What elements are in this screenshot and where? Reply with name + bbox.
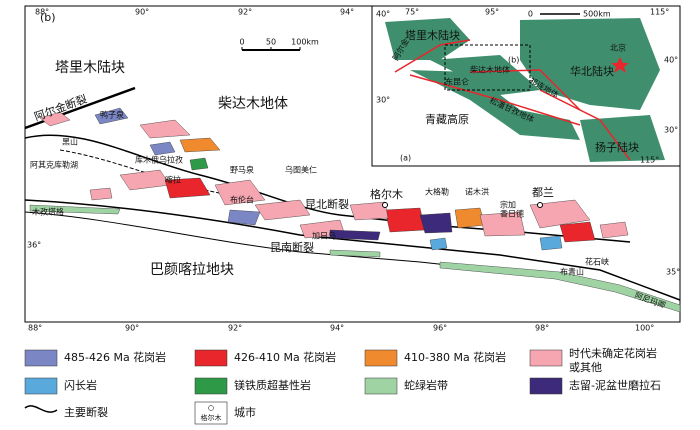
inset-scale: 500km bbox=[583, 10, 611, 19]
inset-scale: 0 bbox=[528, 10, 533, 19]
legend-label: 时代未确定花岗岩 bbox=[569, 346, 657, 360]
region-label: 塔里木陆块 bbox=[55, 60, 125, 76]
place-label: 阿其克库勒湖 bbox=[30, 160, 78, 170]
inset-tick: 115° bbox=[650, 8, 669, 17]
lon-tick: 88° bbox=[28, 324, 42, 333]
inset-box-label: (b) bbox=[508, 56, 519, 65]
inset-label: 华北陆块 bbox=[570, 64, 614, 78]
legend-label: 闪长岩 bbox=[64, 378, 97, 392]
legend-label: 426-410 Ma 花岗岩 bbox=[234, 350, 336, 364]
legend-swatches bbox=[24, 349, 563, 425]
inset-tick: 115° bbox=[640, 156, 659, 165]
city-marker bbox=[382, 202, 388, 208]
lon-tick: 94° bbox=[340, 8, 354, 17]
inset bbox=[371, 5, 681, 167]
city-label: 格尔木 bbox=[370, 187, 403, 201]
place-label: 诺木洪 bbox=[465, 187, 489, 197]
place-labels: 鸭子泉 黑山 阿其克库勒湖 库木俄乌拉孜 喀拉 野马泉 乌图美仁 布伦台 木孜塔… bbox=[30, 110, 667, 311]
place-label: 花石峡 bbox=[585, 257, 609, 267]
lon-tick: 88° bbox=[35, 8, 49, 17]
scale-label: 50 bbox=[266, 38, 276, 47]
faults bbox=[24, 86, 681, 301]
inset-label: 北京 bbox=[610, 43, 626, 53]
lon-tick: 94° bbox=[330, 324, 344, 333]
lon-tick: 92° bbox=[228, 324, 242, 333]
fault-label: 昆南断裂 bbox=[270, 240, 314, 254]
ophiolite bbox=[29, 204, 681, 313]
inset-tick: 30° bbox=[376, 96, 390, 105]
city-marker bbox=[537, 202, 543, 208]
legend-label: 镁铁质超基性岩 bbox=[234, 378, 311, 392]
lon-tick: 96° bbox=[433, 324, 447, 333]
region-label: 柴达木地体 bbox=[218, 96, 288, 112]
place-label: 香日德 bbox=[500, 209, 524, 219]
inset-tick: 75° bbox=[405, 8, 419, 17]
inset-tick: 30° bbox=[664, 126, 678, 135]
place-label: 喀拉 bbox=[165, 175, 181, 185]
lon-tick: 92° bbox=[238, 8, 252, 17]
legend-label: 志留-泥盆世磨拉石 bbox=[569, 378, 661, 392]
inset-label: 青藏高原 bbox=[425, 112, 469, 126]
place-label: 鸭子泉 bbox=[100, 110, 124, 120]
place-label: 库木俄乌拉孜 bbox=[135, 155, 183, 165]
place-label: 宗加 bbox=[500, 200, 516, 210]
inset-tick: 40° bbox=[664, 56, 678, 65]
inset-label: 塔里木陆块 bbox=[405, 28, 460, 42]
city-label: 都兰 bbox=[532, 186, 554, 199]
inset-label: 东昆仑 bbox=[445, 77, 469, 87]
inset-tick: 40° bbox=[376, 10, 390, 19]
legend-label: 485-426 Ma 花岗岩 bbox=[64, 350, 166, 364]
panel-label: (b) bbox=[40, 11, 56, 24]
place-label: 黑山 bbox=[62, 137, 78, 147]
place-label: 大格勒 bbox=[425, 187, 449, 197]
scale-bar bbox=[241, 47, 301, 51]
place-label: 布伦台 bbox=[230, 195, 254, 205]
legend-label: 蛇绿岩带 bbox=[404, 378, 448, 392]
legend-label: 410-380 Ma 花岗岩 bbox=[404, 350, 506, 364]
place-label: 加日乌 bbox=[312, 231, 336, 241]
lon-tick: 100° bbox=[635, 324, 654, 333]
inset-label: 扬子陆块 bbox=[595, 140, 639, 154]
legend-label: 城市 bbox=[234, 405, 256, 419]
inset-label: 柴达木地体 bbox=[470, 65, 510, 75]
scale-label: 0 bbox=[239, 38, 244, 47]
inset-tick: 95° bbox=[485, 8, 499, 17]
fault-label: 昆北断裂 bbox=[305, 197, 349, 211]
lon-tick: 98° bbox=[535, 324, 549, 333]
region-label: 巴颜喀拉地块 bbox=[150, 262, 234, 278]
legend-city-sample: 格尔木 bbox=[201, 413, 222, 422]
place-label: 布青山 bbox=[560, 267, 584, 277]
place-label: 乌图美仁 bbox=[285, 165, 317, 175]
inset-panel-label: (a) bbox=[400, 154, 411, 163]
legend-label: 主要断裂 bbox=[64, 405, 108, 419]
legend-label: 或其他 bbox=[569, 361, 602, 374]
place-label: 木孜塔格 bbox=[32, 207, 64, 217]
scale-label: 100km bbox=[291, 38, 319, 47]
lon-tick: 90° bbox=[135, 8, 149, 17]
plutons bbox=[39, 107, 629, 251]
lat-tick: 35° bbox=[666, 268, 680, 277]
lat-tick: 36° bbox=[27, 241, 41, 250]
place-label: 野马泉 bbox=[230, 165, 254, 175]
lon-tick: 90° bbox=[125, 324, 139, 333]
